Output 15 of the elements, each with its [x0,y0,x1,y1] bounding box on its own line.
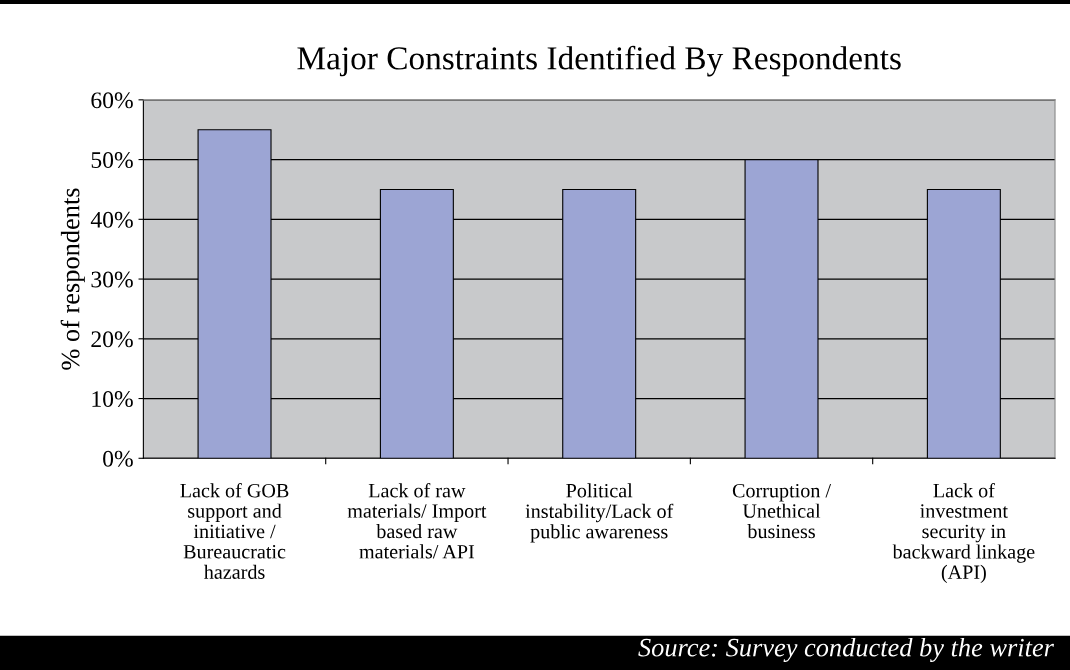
y-tick-label: 0% [103,450,133,467]
x-tick-label: Lack of investment security in backward linkage (API) [892,483,1035,584]
y-tick-label: 20% [91,331,133,348]
y-tick-label: 40% [90,211,133,228]
y-tick-label: 30% [91,271,133,288]
y-tick-label: 10% [92,391,133,408]
chart-title: Major Constraints Identified By Respondents [297,45,901,77]
y-tick-label: 50% [91,152,133,169]
x-tick-label: Political instability/Lack of public awareness [525,483,674,543]
x-tick-label: Corruption / Unethical business [732,483,832,539]
y-tick-label: 60% [91,92,133,109]
y-axis-title: % of respondents [60,188,85,370]
x-tick-label: Lack of GOB support and initiative / Bureaucratic hazards [180,483,289,579]
x-tick-label: Lack of raw materials/ Import based raw materials/ API [347,483,487,559]
source-note: Source: Survey conducted by the writer [638,637,1054,662]
